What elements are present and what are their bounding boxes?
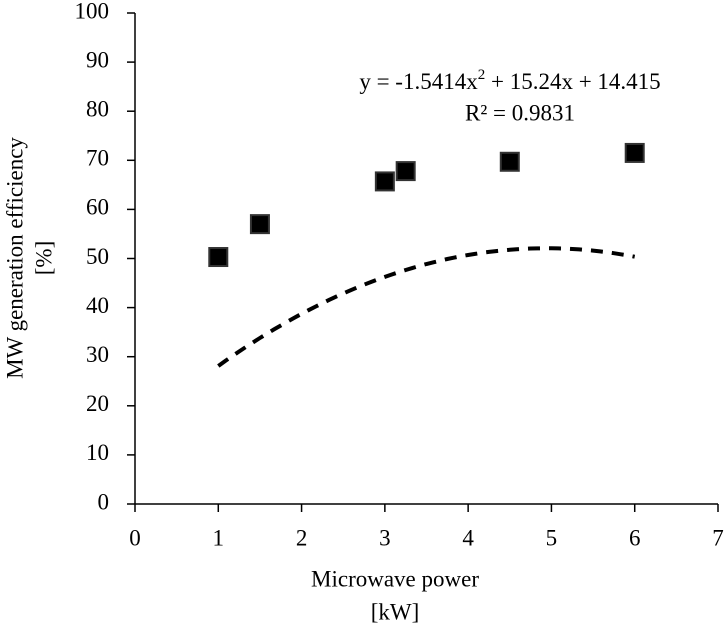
x-tick-label: 1 [213, 525, 225, 550]
x-tick-label: 3 [379, 525, 391, 550]
y-axis-title: [%] [31, 241, 56, 275]
data-point [249, 214, 270, 235]
data-point [499, 151, 520, 172]
y-axis-title: MW generation efficiency [2, 137, 27, 379]
x-tick-label: 2 [296, 525, 308, 550]
r-squared: R² = 0.9831 [465, 100, 575, 125]
y-tick-label: 20 [86, 391, 109, 416]
x-tick-label: 6 [629, 525, 641, 550]
x-axis-title: [kW] [371, 599, 420, 624]
data-point [395, 161, 416, 182]
y-tick-label: 50 [86, 244, 109, 269]
data-point [624, 142, 645, 163]
trendline-equation: y = -1.5414x2 + 15.24x + 14.415 [359, 67, 660, 94]
x-tick-label: 4 [462, 525, 474, 550]
equation-exponent: 2 [478, 67, 486, 83]
equation-part: y = -1.5414x [359, 69, 478, 94]
y-tick-label: 70 [86, 146, 109, 171]
trendline [217, 246, 636, 368]
y-tick-label: 100 [75, 0, 110, 23]
y-tick-label: 10 [86, 440, 109, 465]
y-tick-label: 90 [86, 47, 109, 72]
x-tick-label: 5 [546, 525, 558, 550]
data-point [208, 247, 229, 268]
equation-part: + 15.24x + 14.415 [485, 69, 660, 94]
y-tick-label: 60 [86, 195, 109, 220]
y-tick-label: 40 [86, 293, 109, 318]
y-tick-label: 0 [98, 489, 110, 514]
x-tick-label: 7 [712, 525, 724, 550]
y-tick-label: 30 [86, 342, 109, 367]
x-axis-title: Microwave power [311, 566, 479, 591]
data-point [374, 171, 395, 192]
x-tick-label: 0 [129, 525, 141, 550]
y-tick-label: 80 [86, 96, 109, 121]
